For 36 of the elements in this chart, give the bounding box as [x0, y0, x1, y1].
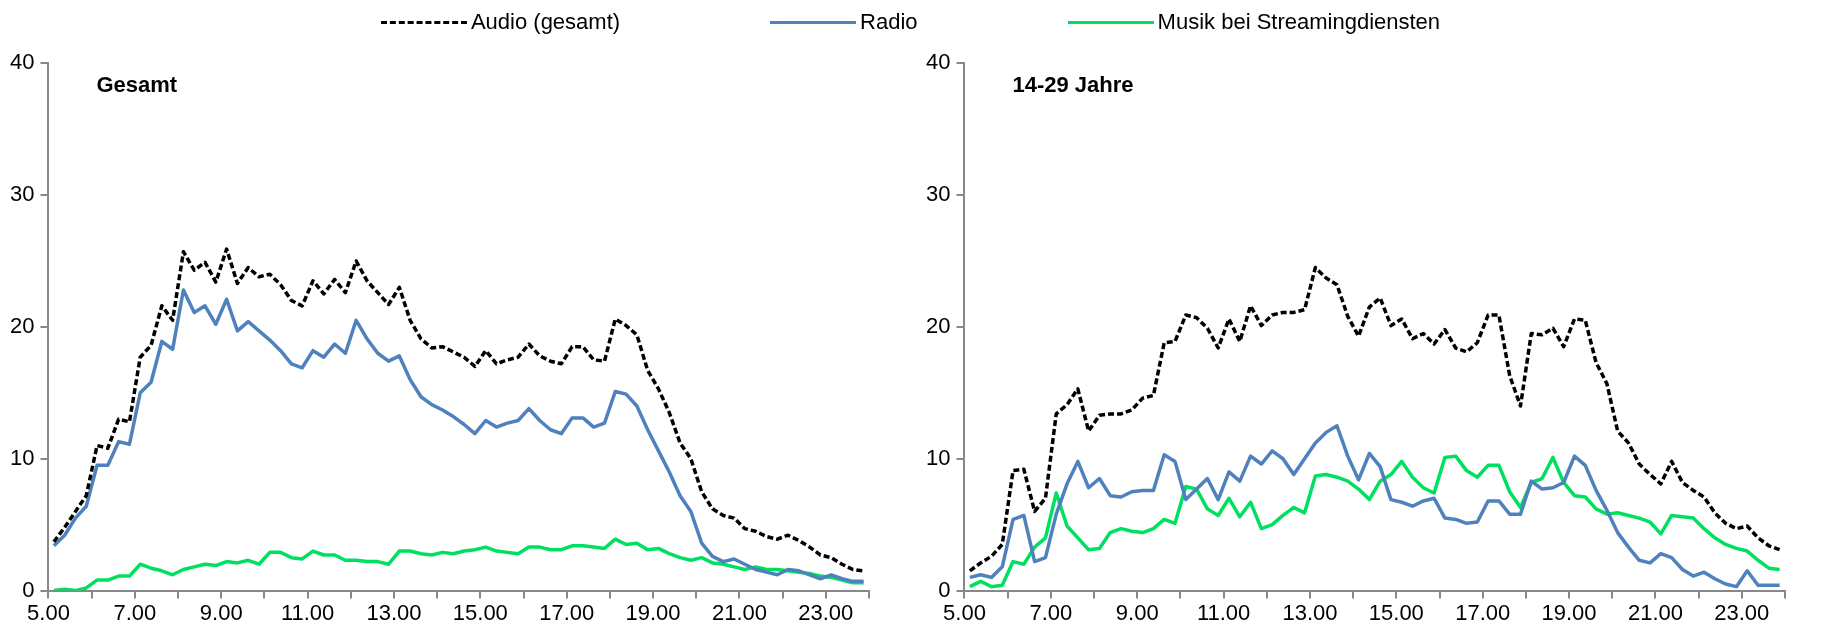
- x-tick-label: 21.00: [1627, 599, 1683, 625]
- y-tick-label: 20: [925, 312, 951, 338]
- x-tick-label: 13.00: [366, 599, 422, 625]
- y-tick-label: 10: [925, 444, 951, 470]
- x-tick-label: 19.00: [625, 599, 681, 625]
- x-tick-label: 5.00: [27, 599, 70, 625]
- y-tick-label: 0: [938, 576, 951, 602]
- y-tick-label: 20: [9, 312, 35, 338]
- x-tick-label: 7.00: [1029, 599, 1073, 625]
- x-tick-label: 23.00: [798, 599, 854, 625]
- legend-label: Musik bei Streamingdiensten: [1157, 9, 1441, 35]
- x-tick-label: 19.00: [1541, 599, 1597, 625]
- chart-title: Gesamt: [96, 72, 178, 98]
- x-tick-label: 9.00: [199, 599, 243, 625]
- y-tick-label: 10: [9, 444, 35, 470]
- x-tick-label: 13.00: [1282, 599, 1338, 625]
- line-series: [968, 265, 1782, 573]
- x-tick-label: 5.00: [943, 599, 986, 625]
- y-tick-label: 0: [22, 576, 35, 602]
- y-tick-label: 30: [9, 181, 35, 207]
- x-tick-label: 17.00: [1455, 599, 1511, 625]
- x-tick-label: 21.00: [711, 599, 767, 625]
- y-tick-label: 30: [925, 181, 951, 207]
- x-tick-label: 15.00: [1368, 599, 1424, 625]
- x-tick-label: 9.00: [1115, 599, 1159, 625]
- x-tick-label: 23.00: [1714, 599, 1770, 625]
- legend-label: Audio (gesamt): [470, 9, 621, 35]
- chart-title: 14-29 Jahre: [1012, 72, 1134, 98]
- x-tick-label: 15.00: [452, 599, 508, 625]
- y-tick-label: 40: [9, 49, 35, 75]
- x-tick-label: 7.00: [113, 599, 157, 625]
- x-tick-label: 17.00: [539, 599, 595, 625]
- y-tick-label: 40: [925, 49, 951, 75]
- x-tick-label: 11.00: [1196, 599, 1251, 625]
- legend-label: Radio: [860, 9, 918, 35]
- x-tick-label: 11.00: [280, 599, 335, 625]
